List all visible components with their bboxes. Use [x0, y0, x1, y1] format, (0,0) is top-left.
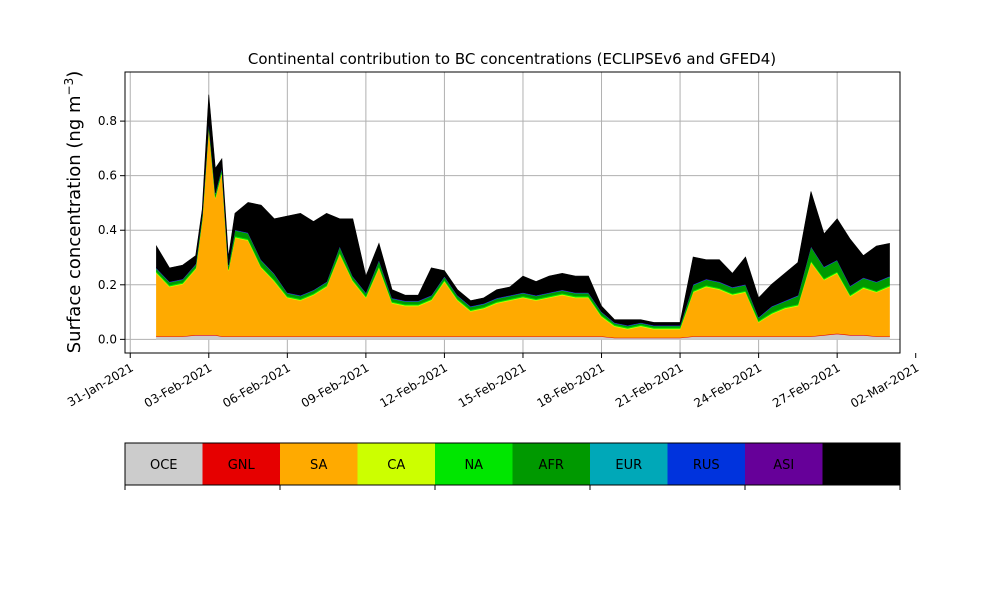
y-tick-label: 0.6	[98, 169, 117, 183]
x-tick-label: 21-Feb-2021	[613, 360, 686, 410]
x-tick-label: 27-Feb-2021	[770, 360, 843, 410]
y-tick-label: 0.8	[98, 114, 117, 128]
chart-title: Continental contribution to BC concentra…	[248, 50, 776, 68]
legend-label-afr: AFR	[539, 458, 564, 473]
y-axis-label: Surface concentration (ng m−3)	[62, 71, 85, 354]
x-tick-label: 03-Feb-2021	[142, 360, 215, 410]
legend-swatch-ca	[357, 443, 436, 485]
legend-label-gnl: GNL	[228, 458, 256, 473]
legend-swatch-afr	[512, 443, 591, 485]
y-tick-label: 0.0	[98, 332, 117, 346]
legend-label-oce: OCE	[150, 458, 178, 473]
y-tick-label: 0.4	[98, 223, 117, 237]
legend-swatch-oce	[125, 443, 203, 485]
legend-label-eur: EUR	[615, 458, 642, 473]
legend-label-ca: CA	[387, 458, 405, 473]
legend-label-aus: AUS	[848, 458, 875, 473]
plot-frame	[124, 71, 901, 354]
stacked-areas	[156, 94, 890, 340]
x-tick-label: 15-Feb-2021	[456, 360, 529, 410]
y-tick-label: 0.2	[98, 278, 117, 292]
legend-swatch-rus	[667, 443, 746, 485]
legend-frame	[124, 442, 901, 486]
x-tick-label: 02-Mar-2021	[848, 360, 921, 410]
legend-swatch-na	[435, 443, 513, 485]
x-tick-label: 31-Jan-2021	[65, 360, 136, 409]
legend-swatch-gnl	[202, 443, 281, 485]
x-tick-label: 18-Feb-2021	[534, 360, 607, 410]
x-tick-label: 06-Feb-2021	[220, 360, 293, 410]
legend: OCE GNL SA CA NA AFR EUR RUS ASI AUS	[124, 442, 901, 490]
legend-label-na: NA	[464, 458, 483, 473]
legend-swatch-eur	[590, 443, 668, 485]
x-tick-label: 24-Feb-2021	[692, 360, 765, 410]
x-axis: 31-Jan-2021 03-Feb-2021 06-Feb-2021 09-Feb-…	[65, 353, 921, 411]
legend-swatch-aus	[822, 443, 901, 485]
legend-label-asi: ASI	[773, 458, 794, 473]
series-area-aus	[156, 94, 890, 326]
x-tick-label: 09-Feb-2021	[299, 360, 372, 410]
legend-label-sa: SA	[310, 458, 327, 473]
x-tick-label: 12-Feb-2021	[377, 360, 450, 410]
legend-swatch-asi	[745, 443, 823, 485]
legend-label-rus: RUS	[693, 458, 720, 473]
legend-swatch-sa	[280, 443, 358, 485]
y-axis: 0.0 0.2 0.4 0.6 0.8	[98, 114, 125, 346]
